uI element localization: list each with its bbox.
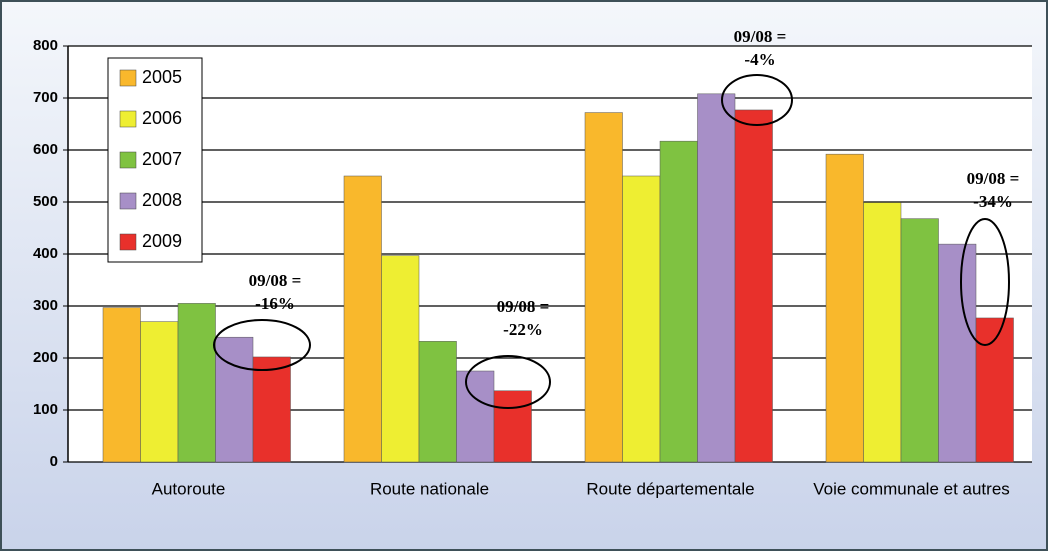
bar bbox=[177, 303, 216, 463]
annotation: -22% bbox=[503, 320, 543, 339]
y-tick-label: 600 bbox=[33, 141, 58, 158]
bar bbox=[343, 175, 382, 463]
bar bbox=[140, 321, 179, 463]
bar bbox=[825, 153, 864, 463]
annotation: 09/08 = bbox=[967, 169, 1020, 188]
legend-swatch bbox=[119, 151, 137, 169]
bar bbox=[975, 317, 1014, 463]
legend-label: 2008 bbox=[142, 190, 182, 210]
annotation: 09/08 = bbox=[249, 271, 302, 290]
x-tick-label: Route nationale bbox=[370, 479, 489, 498]
bar bbox=[863, 202, 902, 463]
x-tick-label: Route départementale bbox=[586, 479, 754, 498]
annotation: -16% bbox=[255, 294, 295, 313]
legend-swatch bbox=[119, 192, 137, 210]
legend-label: 2006 bbox=[142, 108, 182, 128]
bar bbox=[381, 255, 420, 463]
bar bbox=[584, 112, 623, 463]
y-tick-label: 700 bbox=[33, 89, 58, 106]
legend-swatch bbox=[119, 233, 137, 251]
y-tick-label: 200 bbox=[33, 349, 58, 366]
bar bbox=[622, 175, 661, 463]
bar bbox=[938, 243, 977, 463]
y-tick-label: 400 bbox=[33, 245, 58, 262]
bar bbox=[900, 218, 939, 463]
bar bbox=[215, 336, 254, 463]
bar bbox=[697, 93, 736, 463]
bar bbox=[102, 307, 141, 463]
legend-label: 2005 bbox=[142, 67, 182, 87]
bar bbox=[734, 109, 773, 463]
legend-label: 2007 bbox=[142, 149, 182, 169]
bar bbox=[418, 341, 457, 463]
annotation: -4% bbox=[744, 50, 775, 69]
annotation: 09/08 = bbox=[734, 27, 787, 46]
legend-label: 2009 bbox=[142, 231, 182, 251]
y-tick-label: 0 bbox=[50, 453, 58, 470]
annotation-ellipse bbox=[960, 218, 1010, 346]
bar bbox=[456, 370, 495, 463]
y-tick-label: 500 bbox=[33, 193, 58, 210]
y-tick-label: 100 bbox=[33, 401, 58, 418]
bar bbox=[252, 356, 291, 463]
annotation: 09/08 = bbox=[497, 297, 550, 316]
legend-swatch bbox=[119, 69, 137, 87]
annotation: -34% bbox=[973, 192, 1013, 211]
bar bbox=[493, 390, 532, 463]
annotation-ellipse bbox=[213, 319, 311, 371]
y-tick-label: 300 bbox=[33, 297, 58, 314]
x-tick-label: Voie communale et autres bbox=[813, 479, 1010, 498]
legend-swatch bbox=[119, 110, 137, 128]
annotation-ellipse bbox=[721, 74, 793, 126]
y-tick-label: 800 bbox=[33, 37, 58, 54]
annotation-ellipse bbox=[465, 355, 551, 409]
x-tick-label: Autoroute bbox=[152, 479, 226, 498]
bar bbox=[659, 140, 698, 463]
